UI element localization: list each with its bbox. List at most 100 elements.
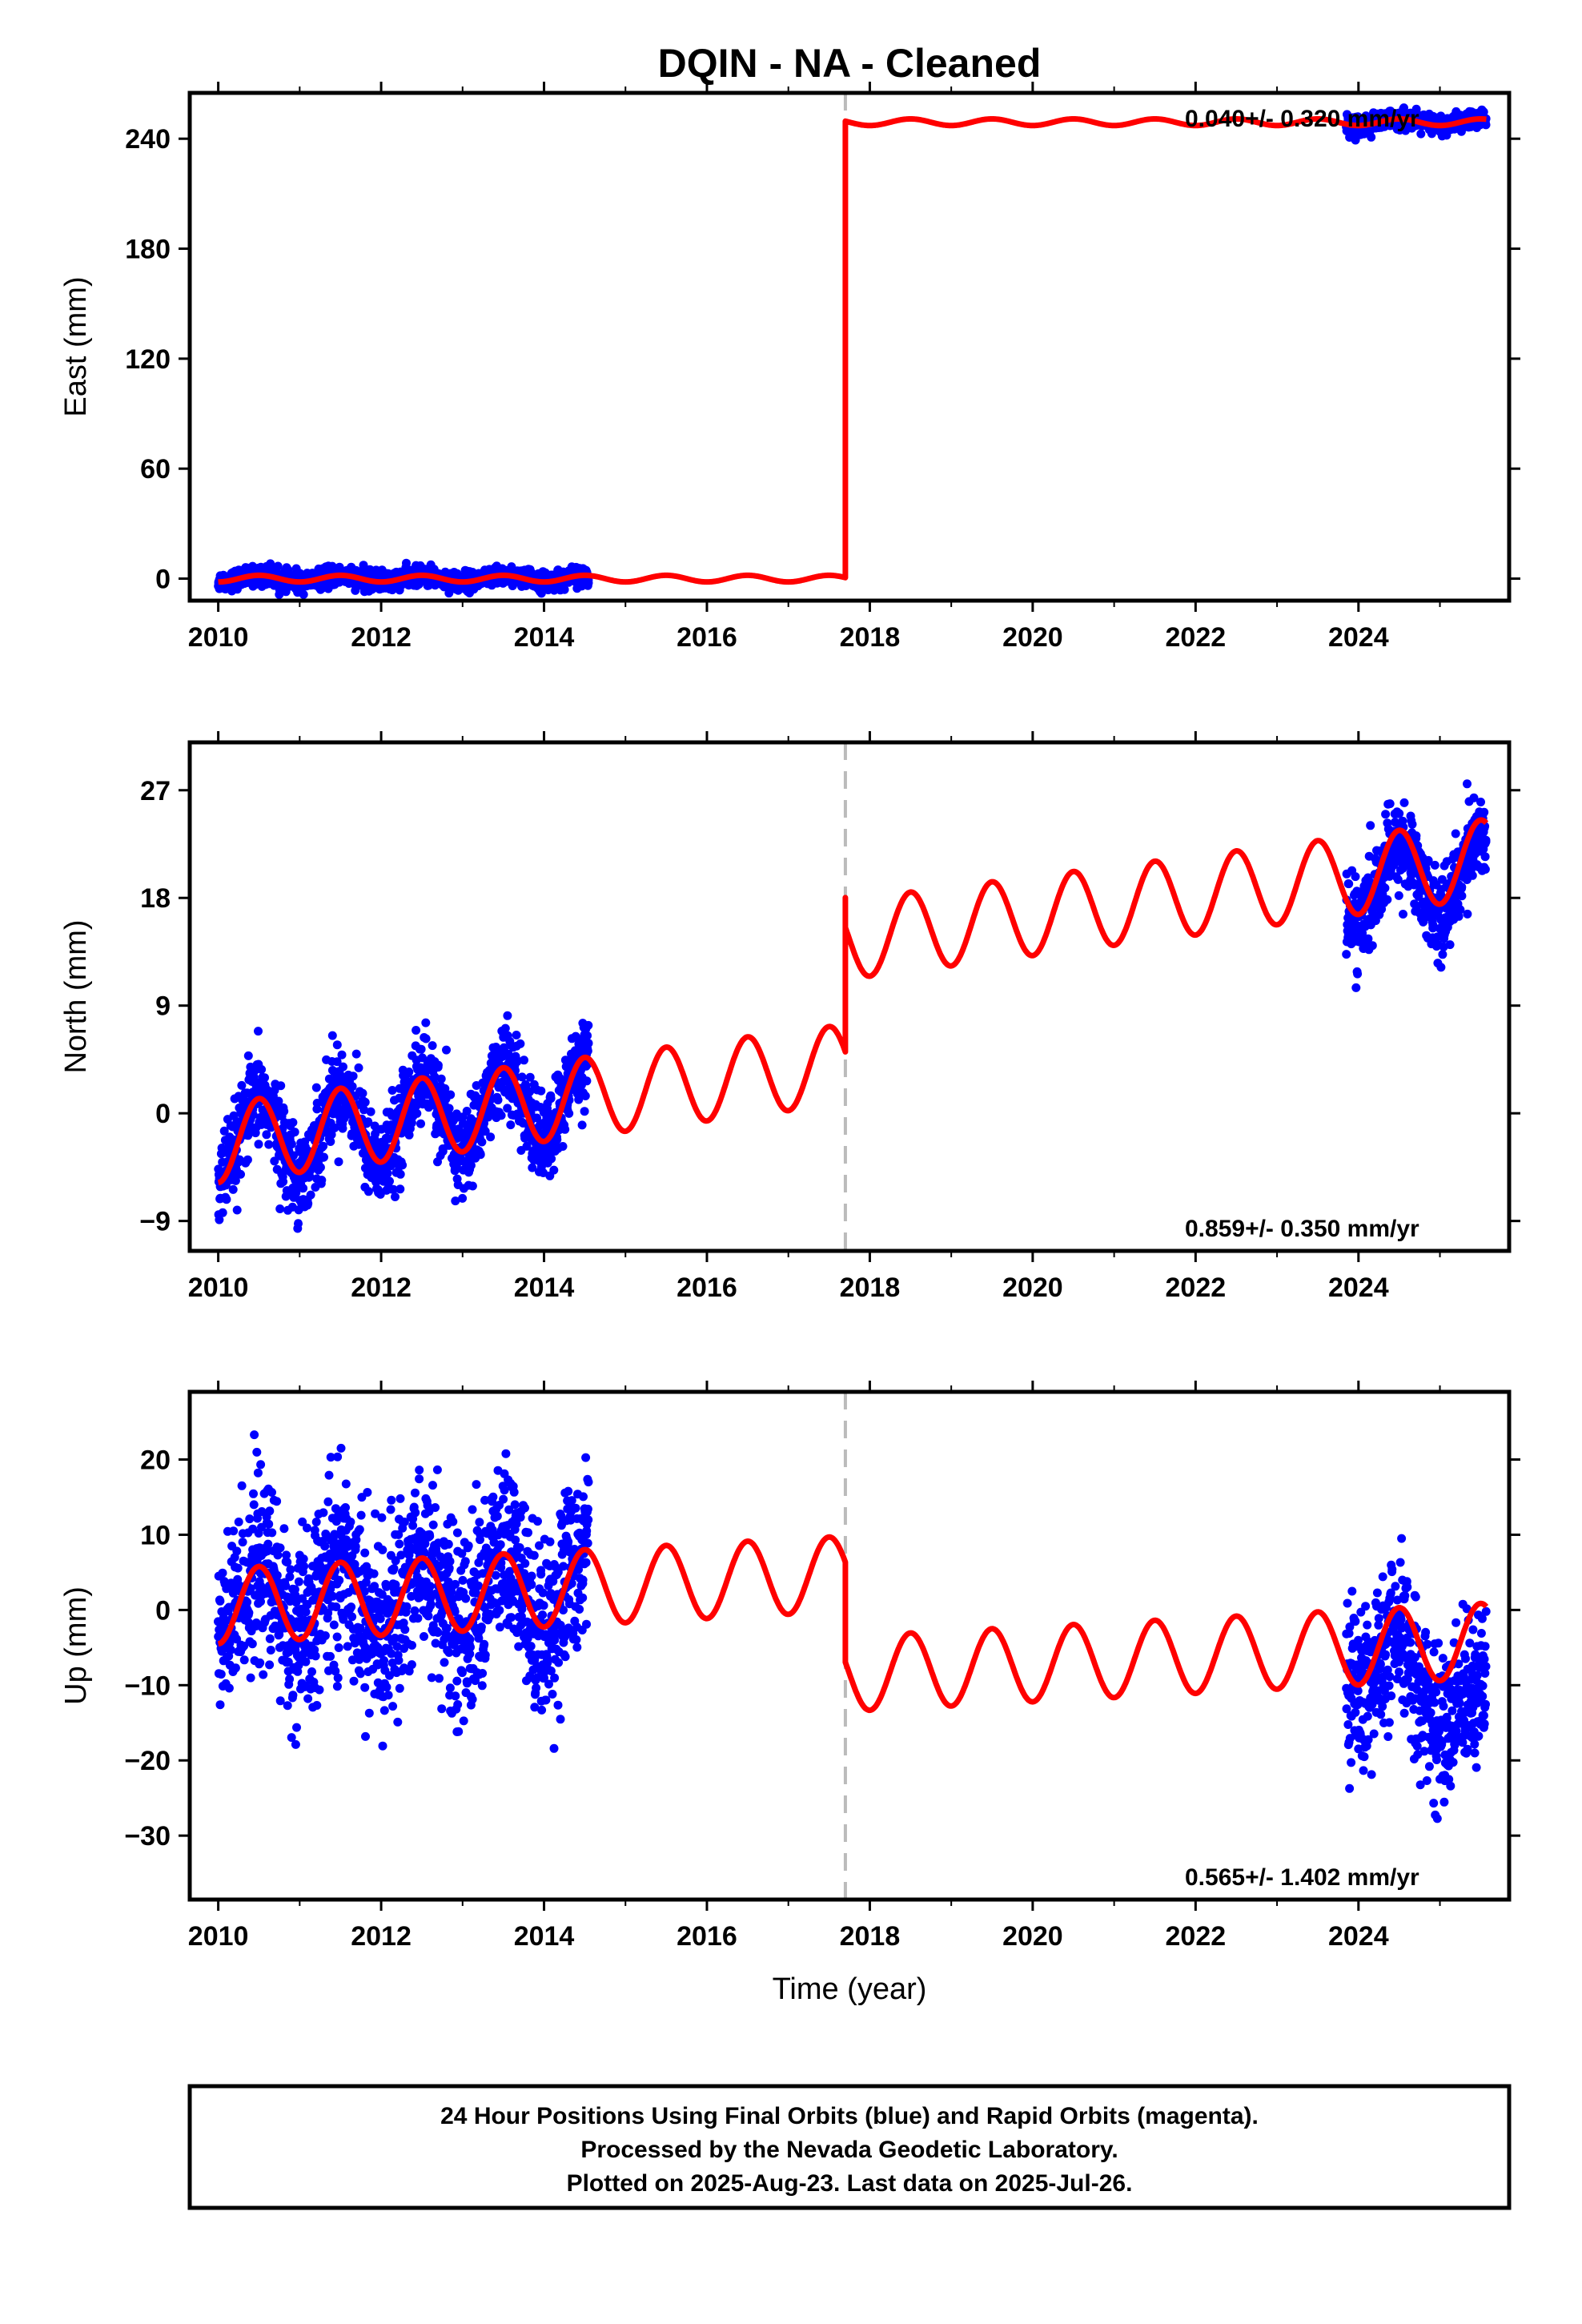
data-point (283, 1701, 292, 1711)
data-point (222, 1195, 231, 1204)
data-point (254, 1027, 263, 1036)
x-tick-label: 2022 (1166, 622, 1227, 653)
data-point (288, 1118, 298, 1128)
data-point (560, 1124, 570, 1134)
data-point (426, 1599, 436, 1609)
data-point (264, 1140, 274, 1149)
data-point (404, 1068, 414, 1076)
data-point (245, 1514, 255, 1524)
data-point (421, 1018, 431, 1027)
data-point (335, 1575, 344, 1585)
data-point (433, 1060, 443, 1070)
data-point (334, 1643, 343, 1652)
y-tick-label: 9 (155, 991, 171, 1022)
data-point (286, 1565, 295, 1574)
data-point (265, 1506, 275, 1516)
data-point (260, 1073, 269, 1083)
data-point (1436, 963, 1446, 972)
data-point (1430, 860, 1439, 870)
data-point (215, 1700, 225, 1710)
data-point (584, 1039, 593, 1048)
data-point (336, 1443, 346, 1453)
data-point (451, 1691, 460, 1701)
y-tick-label: −9 (139, 1207, 171, 1237)
data-point (253, 1468, 263, 1478)
data-point (364, 1708, 374, 1718)
data-point (247, 1639, 257, 1649)
x-tick-label: 2016 (677, 1273, 737, 1303)
data-point (369, 1569, 379, 1578)
data-point (219, 1126, 229, 1136)
data-point (486, 1132, 496, 1142)
data-point (546, 1094, 556, 1104)
data-point (363, 1187, 373, 1196)
data-point (560, 585, 569, 594)
data-point (1381, 810, 1391, 819)
data-point (506, 1120, 516, 1130)
data-point (435, 1674, 444, 1683)
data-point (341, 1503, 350, 1512)
data-point (391, 1192, 400, 1201)
data-point (275, 1204, 285, 1213)
data-point (382, 1683, 391, 1692)
data-point (1445, 940, 1455, 950)
data-point (246, 1673, 255, 1683)
data-point (303, 1523, 311, 1533)
data-point (216, 1670, 226, 1679)
x-tick-label: 2014 (514, 622, 575, 653)
data-point (355, 1669, 365, 1679)
data-point (292, 1723, 301, 1732)
data-point (416, 1044, 426, 1054)
data-point (402, 558, 411, 568)
data-point (301, 1607, 311, 1617)
data-point (396, 1494, 405, 1503)
data-point (315, 1685, 324, 1695)
data-point (237, 1481, 247, 1490)
data-point (354, 1063, 363, 1072)
data-point (465, 1634, 475, 1644)
data-point (226, 1645, 235, 1655)
data-point (425, 1531, 435, 1541)
data-point (1380, 883, 1390, 893)
data-point (580, 1107, 589, 1116)
data-point (1411, 831, 1421, 841)
data-point (386, 1505, 396, 1514)
data-point (279, 1524, 289, 1534)
x-tick-label: 2018 (840, 1273, 901, 1303)
data-point (437, 1704, 447, 1714)
data-point (256, 1460, 266, 1470)
data-point (387, 1086, 397, 1095)
data-point (349, 1676, 359, 1686)
x-tick-label: 2024 (1328, 1273, 1389, 1303)
data-point (347, 1602, 356, 1612)
data-point (1385, 799, 1395, 809)
data-point (366, 1107, 375, 1116)
data-point (1399, 910, 1407, 919)
data-point (512, 1031, 521, 1039)
data-point (363, 1488, 372, 1497)
y-axis-label: East (mm) (59, 276, 93, 416)
data-point (1451, 829, 1460, 838)
y-tick-label: 180 (125, 235, 171, 265)
data-point (388, 1702, 398, 1711)
data-points-north (214, 779, 1491, 1233)
data-point (552, 1135, 562, 1144)
data-point (444, 1104, 454, 1113)
data-point (232, 1205, 242, 1215)
data-point (273, 561, 283, 571)
data-point (1366, 821, 1375, 830)
model-curve-east (216, 116, 1488, 585)
data-point (454, 1727, 464, 1736)
data-point (440, 1658, 449, 1667)
data-point (428, 1041, 437, 1051)
data-point (347, 1612, 357, 1622)
data-point (319, 1508, 328, 1518)
data-point (395, 1539, 404, 1549)
data-point (266, 1646, 275, 1655)
data-point (265, 1660, 275, 1670)
data-point (326, 1651, 335, 1661)
data-point (378, 1741, 387, 1751)
data-point (279, 1107, 289, 1116)
data-point (294, 1219, 303, 1228)
